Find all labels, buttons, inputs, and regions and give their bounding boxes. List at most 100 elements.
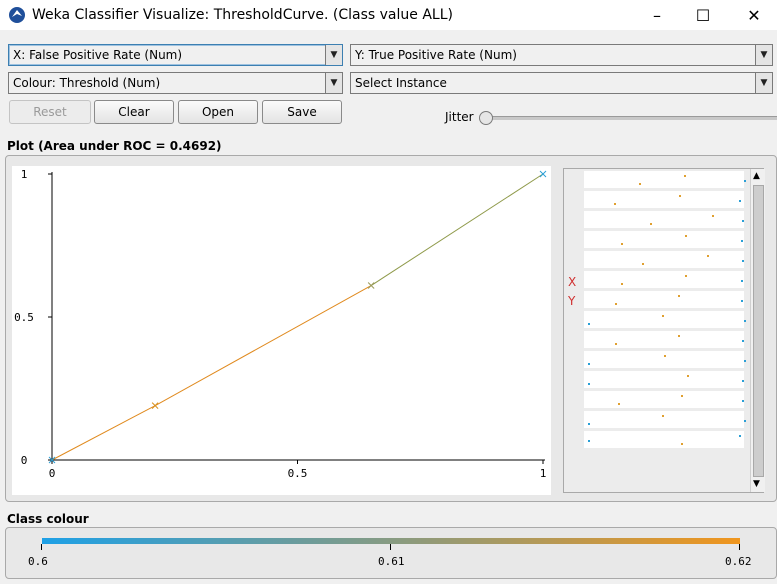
x-tick-label: 0.5 bbox=[288, 467, 308, 480]
instance-dot bbox=[588, 383, 590, 385]
instance-dot bbox=[744, 180, 746, 182]
y-tick-label: 1 bbox=[21, 168, 28, 181]
instance-dot bbox=[621, 283, 623, 285]
plot-area[interactable]: 0 0.5 1 0 0.5 1 bbox=[12, 166, 551, 495]
instance-dot bbox=[741, 280, 743, 282]
instance-dot bbox=[662, 315, 664, 317]
instance-dot bbox=[588, 323, 590, 325]
scroll-down-arrow-icon[interactable]: ▼ bbox=[753, 479, 760, 489]
legend-max-label: 0.62 bbox=[725, 555, 752, 568]
instance-select[interactable]: Select Instance ▼ bbox=[350, 72, 773, 94]
instance-dot bbox=[742, 220, 744, 222]
instance-dot bbox=[621, 243, 623, 245]
roc-point bbox=[367, 282, 375, 289]
instance-dot bbox=[742, 260, 744, 262]
legend-min-label: 0.6 bbox=[28, 555, 48, 568]
close-button[interactable]: ✕ bbox=[747, 5, 761, 25]
instance-select-value: Select Instance bbox=[355, 76, 447, 90]
instance-dot bbox=[741, 300, 743, 302]
y-tick-label: 0 bbox=[21, 454, 28, 467]
instance-dot bbox=[642, 263, 644, 265]
instance-strip-row bbox=[584, 391, 744, 408]
x-tick-label: 0 bbox=[49, 467, 56, 480]
instance-dot bbox=[742, 340, 744, 342]
instance-dot bbox=[615, 303, 617, 305]
instance-dot bbox=[742, 380, 744, 382]
legend-tick-min bbox=[41, 544, 42, 550]
instance-strip-row bbox=[584, 291, 744, 308]
chevron-down-icon[interactable]: ▼ bbox=[325, 73, 342, 93]
instance-dot bbox=[639, 183, 641, 185]
legend-tick-max bbox=[739, 544, 740, 550]
instance-strip-row bbox=[584, 171, 746, 188]
instance-strip-row bbox=[584, 311, 746, 328]
jitter-label: Jitter bbox=[445, 110, 474, 124]
y-axis-select[interactable]: Y: True Positive Rate (Num) ▼ bbox=[350, 44, 773, 66]
instance-strip-row bbox=[584, 411, 746, 428]
x-tick-label: 1 bbox=[540, 467, 547, 480]
instance-strip-row bbox=[584, 271, 744, 288]
instance-strip-row bbox=[584, 371, 744, 388]
roc-chart[interactable]: 0 0.5 1 0 0.5 1 bbox=[12, 166, 551, 495]
minimize-button[interactable]: – bbox=[653, 5, 661, 25]
roc-line-segment bbox=[370, 173, 544, 286]
roc-point bbox=[151, 402, 159, 410]
open-button[interactable]: Open bbox=[178, 100, 258, 124]
window-title: Weka Classifier Visualize: ThresholdCurv… bbox=[32, 7, 453, 23]
instance-dot bbox=[650, 223, 652, 225]
chevron-down-icon[interactable]: ▼ bbox=[755, 45, 772, 65]
instance-dot bbox=[744, 320, 746, 322]
instance-dot bbox=[618, 403, 620, 405]
colour-select-value: Colour: Threshold (Num) bbox=[13, 76, 161, 90]
instance-dot bbox=[707, 255, 709, 257]
instance-strip-row bbox=[584, 191, 744, 208]
instance-dot bbox=[588, 423, 590, 425]
roc-line-segment bbox=[51, 405, 156, 461]
instance-dot bbox=[685, 275, 687, 277]
instance-dot bbox=[679, 195, 681, 197]
instance-dot bbox=[744, 360, 746, 362]
instance-dot bbox=[614, 203, 616, 205]
y-axis-select-value: Y: True Positive Rate (Num) bbox=[355, 48, 517, 62]
scroll-up-arrow-icon[interactable]: ▲ bbox=[753, 171, 760, 181]
instance-dot bbox=[678, 335, 680, 337]
class-colour-panel bbox=[5, 527, 777, 579]
instance-strip-row bbox=[584, 251, 744, 268]
instance-dot bbox=[681, 395, 683, 397]
roc-point bbox=[539, 170, 547, 178]
instance-dot bbox=[681, 443, 683, 445]
x-axis-select[interactable]: X: False Positive Rate (Num) ▼ bbox=[8, 44, 343, 66]
instance-strip[interactable]: X Y ▲ ▼ bbox=[563, 168, 765, 493]
jitter-track[interactable] bbox=[485, 116, 777, 120]
y-tick-label: 0.5 bbox=[14, 311, 34, 324]
x-axis-select-value: X: False Positive Rate (Num) bbox=[13, 48, 183, 62]
legend-tick-mid bbox=[390, 544, 391, 550]
instance-dot bbox=[739, 435, 741, 437]
instance-strip-row bbox=[584, 431, 744, 448]
instance-dot bbox=[712, 215, 714, 217]
instance-strip-row bbox=[584, 231, 744, 248]
colour-select[interactable]: Colour: Threshold (Num) ▼ bbox=[8, 72, 343, 94]
clear-button[interactable]: Clear bbox=[94, 100, 174, 124]
instance-dot bbox=[742, 400, 744, 402]
instance-strip-row bbox=[584, 331, 744, 348]
legend-mid-label: 0.61 bbox=[378, 555, 405, 568]
roc-point bbox=[48, 456, 56, 464]
instance-dot bbox=[741, 240, 743, 242]
instance-strip-row bbox=[584, 351, 746, 368]
instance-dot bbox=[678, 295, 680, 297]
reset-button[interactable]: Reset bbox=[9, 100, 91, 124]
strip-scrollbar[interactable]: ▲ ▼ bbox=[750, 169, 765, 492]
class-colour-gradient bbox=[42, 538, 740, 544]
chevron-down-icon[interactable]: ▼ bbox=[755, 73, 772, 93]
save-button[interactable]: Save bbox=[262, 100, 342, 124]
chevron-down-icon[interactable]: ▼ bbox=[325, 45, 342, 65]
instance-dot bbox=[744, 420, 746, 422]
jitter-slider-thumb[interactable] bbox=[479, 111, 493, 125]
roc-line-segment bbox=[154, 285, 372, 407]
instance-dot bbox=[687, 375, 689, 377]
maximize-button[interactable]: ☐ bbox=[695, 5, 711, 25]
instance-dot bbox=[588, 440, 590, 442]
instance-dot bbox=[588, 363, 590, 365]
strip-scroll-thumb[interactable] bbox=[753, 185, 764, 477]
